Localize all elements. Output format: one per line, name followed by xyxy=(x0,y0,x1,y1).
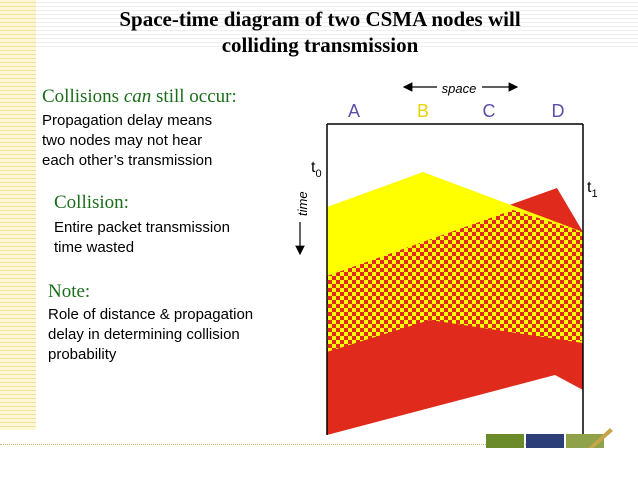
note-line-2: delay in determining collision xyxy=(48,326,240,343)
note-heading: Note: xyxy=(48,281,91,302)
node-label-a: A xyxy=(348,101,360,121)
title-line-2: colliding transmission xyxy=(221,33,419,57)
collisions-line-3: each other’s transmission xyxy=(42,152,213,169)
footer-divider xyxy=(0,444,560,445)
lower-red-region xyxy=(327,320,583,435)
footer-decoration-icons xyxy=(486,428,613,448)
node-label-b: B xyxy=(417,101,429,121)
collisions-heading-post: still occur: xyxy=(151,86,237,107)
collisions-heading-pre: Collisions xyxy=(42,86,124,107)
collision-body: Entire packet transmission time wasted xyxy=(54,218,230,258)
collisions-heading-em: can xyxy=(123,86,152,107)
t0-label: t0 xyxy=(311,159,322,180)
note-line-3: probability xyxy=(48,346,117,363)
collision-line-1: Entire packet transmission xyxy=(54,219,230,236)
title-band-decoration xyxy=(36,0,638,50)
space-label: space xyxy=(442,81,477,96)
collisions-line-1: Propagation delay means xyxy=(42,112,213,129)
footer-decoration-block-2 xyxy=(526,434,564,448)
collisions-line-2: two nodes may not hear xyxy=(42,132,203,149)
slide-title: Space-time diagram of two CSMA nodes wil… xyxy=(40,6,600,58)
note-line-1: Role of distance & propagation xyxy=(48,306,254,323)
collisions-heading: Collisions can still occur: xyxy=(42,86,237,108)
quill-icon xyxy=(588,428,613,448)
footer-decoration-block-1 xyxy=(486,434,524,448)
collisions-body: Propagation delay means two nodes may no… xyxy=(42,111,212,171)
note-body: Role of distance & propagation delay in … xyxy=(48,305,253,365)
node-label-c: C xyxy=(483,101,496,121)
t1-label: t1 xyxy=(587,179,598,200)
collision-overlap-region xyxy=(327,210,583,358)
left-stripe-decoration xyxy=(0,0,36,430)
title-line-1: Space-time diagram of two CSMA nodes wil… xyxy=(119,7,521,31)
node-label-d: D xyxy=(552,101,565,121)
time-label: time xyxy=(295,191,310,216)
collision-line-2: time wasted xyxy=(54,239,135,256)
collision-heading: Collision: xyxy=(54,192,129,213)
